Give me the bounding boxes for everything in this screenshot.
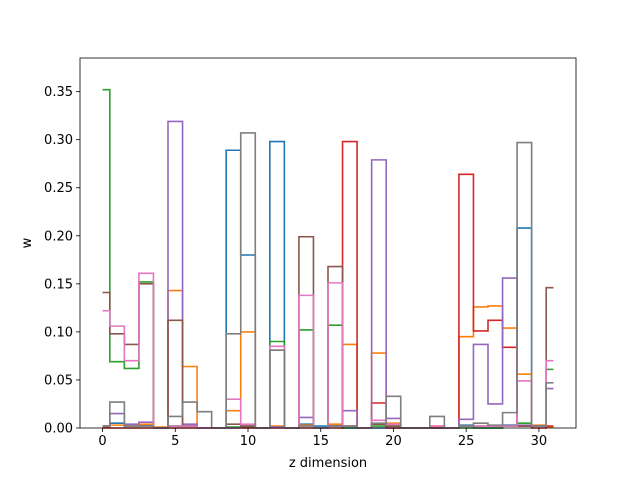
x-tick-label: 15 [312,434,329,449]
x-tick-label: 20 [385,434,402,449]
y-axis-label: w [20,237,35,248]
x-axis-ticks: 0 5 10 15 20 25 30 [98,428,547,449]
y-tick-label: 0.05 [44,373,73,388]
x-tick-label: 0 [98,434,106,449]
y-tick-label: 0.25 [44,181,73,196]
series-layer [102,88,554,429]
y-tick-label: 0.30 [44,133,73,148]
y-tick-label: 0.35 [44,85,73,100]
axes-frame [79,57,577,429]
x-tick-label: 5 [171,434,179,449]
x-tick-label: 30 [531,434,548,449]
y-axis-ticks: 0.00 0.05 0.10 0.15 0.20 0.25 0.30 0.35 [44,85,80,437]
series-line-7 [102,272,554,429]
y-tick-label: 0.10 [44,325,73,340]
x-tick-label: 10 [240,434,257,449]
y-tick-label: 0.20 [44,229,73,244]
x-axis-label: z dimension [289,456,367,471]
x-tick-label: 25 [458,434,475,449]
y-tick-label: 0.15 [44,277,73,292]
y-tick-label: 0.00 [44,422,73,437]
